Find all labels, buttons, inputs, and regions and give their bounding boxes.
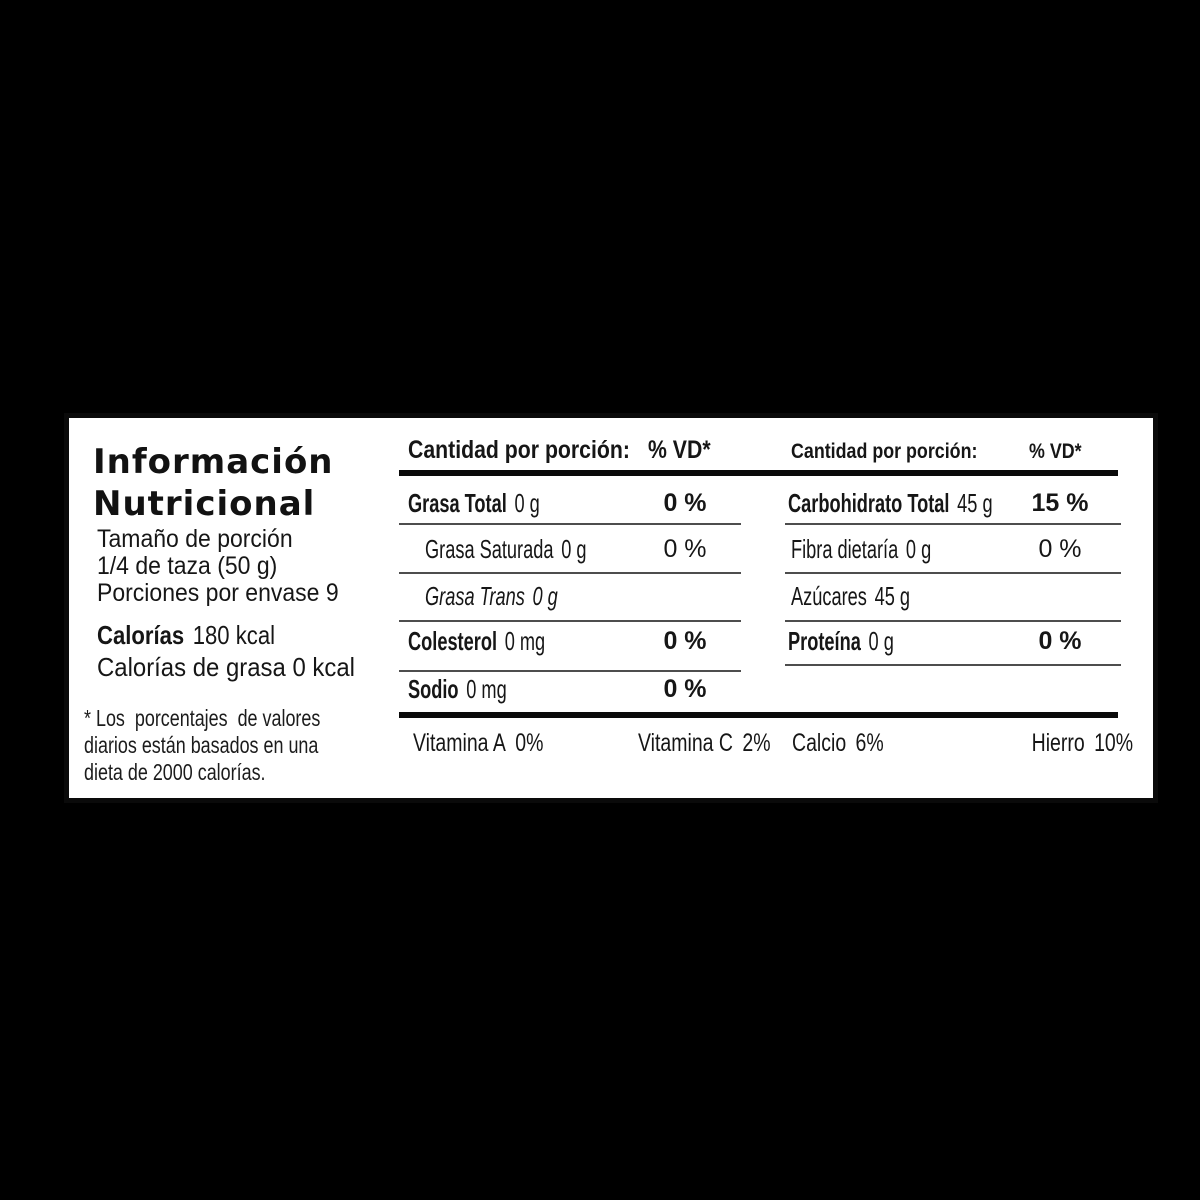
vitamin-a-item: Vitamina A 0% xyxy=(413,726,580,760)
micro-value: 0% xyxy=(515,729,544,757)
micro-label: Vitamina C xyxy=(638,729,734,757)
vitamin-c-item: Vitamina C 2% xyxy=(638,726,808,760)
micro-label: Hierro xyxy=(1031,729,1085,757)
row-divider xyxy=(399,523,741,525)
daily-value-footnote: * Los porcentajes de valores diarios est… xyxy=(84,705,387,786)
footnote-line3: dieta de 2000 calorías. xyxy=(84,759,266,785)
nutrient-name: Sodio xyxy=(408,674,459,704)
amount-per-serving-header: Cantidad por porción: xyxy=(791,440,978,463)
row-sodio: Sodio 0 mg 0 % xyxy=(399,672,741,706)
header-thick-rule xyxy=(399,470,1118,476)
row-azucares: Azúcares 45 g xyxy=(785,579,1121,613)
row-divider xyxy=(399,620,741,622)
percent-dv-header: % VD* xyxy=(1029,440,1082,463)
micronutrients-row: Vitamina A 0% Vitamina C 2% Calcio 6% Hierr… xyxy=(69,726,1153,760)
row-carbohidrato-total: Carbohidrato Total 45 g 15 % xyxy=(785,486,1121,520)
nutrient-dv: 0 % xyxy=(663,627,707,655)
micro-value: 2% xyxy=(742,729,771,757)
micro-label: Vitamina A xyxy=(413,729,506,757)
nutrient-dv: 0 % xyxy=(663,535,707,563)
nutrient-amount: 0 g xyxy=(561,534,587,564)
nutrient-amount: 0 g xyxy=(532,581,558,611)
row-grasa-total: Grasa Total 0 g 0 % xyxy=(399,486,741,520)
row-divider xyxy=(785,620,1121,622)
row-grasa-saturada: Grasa Saturada 0 g 0 % xyxy=(399,532,741,566)
row-divider xyxy=(399,670,741,672)
serving-info: Tamaño de porción 1/4 de taza (50 g) Por… xyxy=(97,526,360,607)
servings-per-container: Porciones por envase 9 xyxy=(97,579,339,607)
nutrient-name: Fibra dietaría xyxy=(791,534,899,564)
nutrition-facts-panel: Información Nutricional Tamaño de porció… xyxy=(64,413,1158,803)
nutrient-name: Grasa Saturada xyxy=(425,534,554,564)
row-divider xyxy=(785,572,1121,574)
nutrient-amount: 0 g xyxy=(514,488,540,518)
nutrient-dv: 0 % xyxy=(663,675,707,703)
nutrient-name: Proteína xyxy=(788,626,861,656)
nutrient-name: Grasa Total xyxy=(408,488,507,518)
calories-label: Calorías xyxy=(97,620,185,650)
nutrient-dv: 0 % xyxy=(663,489,707,517)
row-divider xyxy=(785,664,1121,666)
nutrient-amount: 45 g xyxy=(874,581,910,611)
nutrient-name: Azúcares xyxy=(791,581,867,611)
footnote-line2: diarios están basados en una xyxy=(84,732,319,758)
amount-per-serving-header: Cantidad por porción: xyxy=(408,436,630,464)
nutrient-dv: 0 % xyxy=(1038,627,1082,655)
right-column-header: Cantidad por porción: % VD* xyxy=(785,435,1121,469)
nutrient-amount: 0 g xyxy=(868,626,894,656)
panel-title-line1: Información xyxy=(93,442,334,482)
micro-label: Calcio xyxy=(792,729,847,757)
calcio-item: Calcio 6% xyxy=(792,726,910,760)
micro-value: 6% xyxy=(855,729,884,757)
percent-dv-header: % VD* xyxy=(648,436,711,464)
row-grasa-trans: Grasa Trans 0 g xyxy=(399,579,741,613)
footnote-line1: * Los porcentajes de valores xyxy=(84,705,321,731)
nutrient-amount: 0 mg xyxy=(504,626,546,656)
nutrient-dv: 0 % xyxy=(1038,535,1082,563)
panel-title-line2: Nutricional xyxy=(93,484,316,524)
calories-from-fat-line: Calorías de grasa 0 kcal xyxy=(97,652,355,682)
calories-value: 180 kcal xyxy=(192,620,276,650)
nutrient-dv: 15 % xyxy=(1031,489,1089,517)
calories-line: Calorías 180 kcal xyxy=(97,619,306,651)
nutrient-name: Carbohidrato Total xyxy=(788,488,950,518)
row-colesterol: Colesterol 0 mg 0 % xyxy=(399,624,741,658)
row-proteina: Proteína 0 g 0 % xyxy=(785,624,1121,658)
left-column-header: Cantidad por porción: % VD* xyxy=(399,433,741,467)
nutrient-name: Colesterol xyxy=(408,626,498,656)
nutrient-amount: 0 mg xyxy=(466,674,507,704)
nutrient-amount: 45 g xyxy=(957,488,993,518)
row-divider xyxy=(399,572,741,574)
nutrient-name: Grasa Trans xyxy=(425,581,525,611)
hierro-item: Hierro 10% xyxy=(1003,726,1133,760)
row-fibra-dietaria: Fibra dietaría 0 g 0 % xyxy=(785,532,1121,566)
serving-size-label: Tamaño de porción xyxy=(97,525,293,553)
serving-size-value: 1/4 de taza (50 g) xyxy=(97,552,278,580)
nutrient-amount: 0 g xyxy=(905,534,932,564)
micro-value: 10% xyxy=(1093,729,1133,757)
micronutrients-thick-rule xyxy=(399,712,1118,718)
row-divider xyxy=(785,523,1121,525)
